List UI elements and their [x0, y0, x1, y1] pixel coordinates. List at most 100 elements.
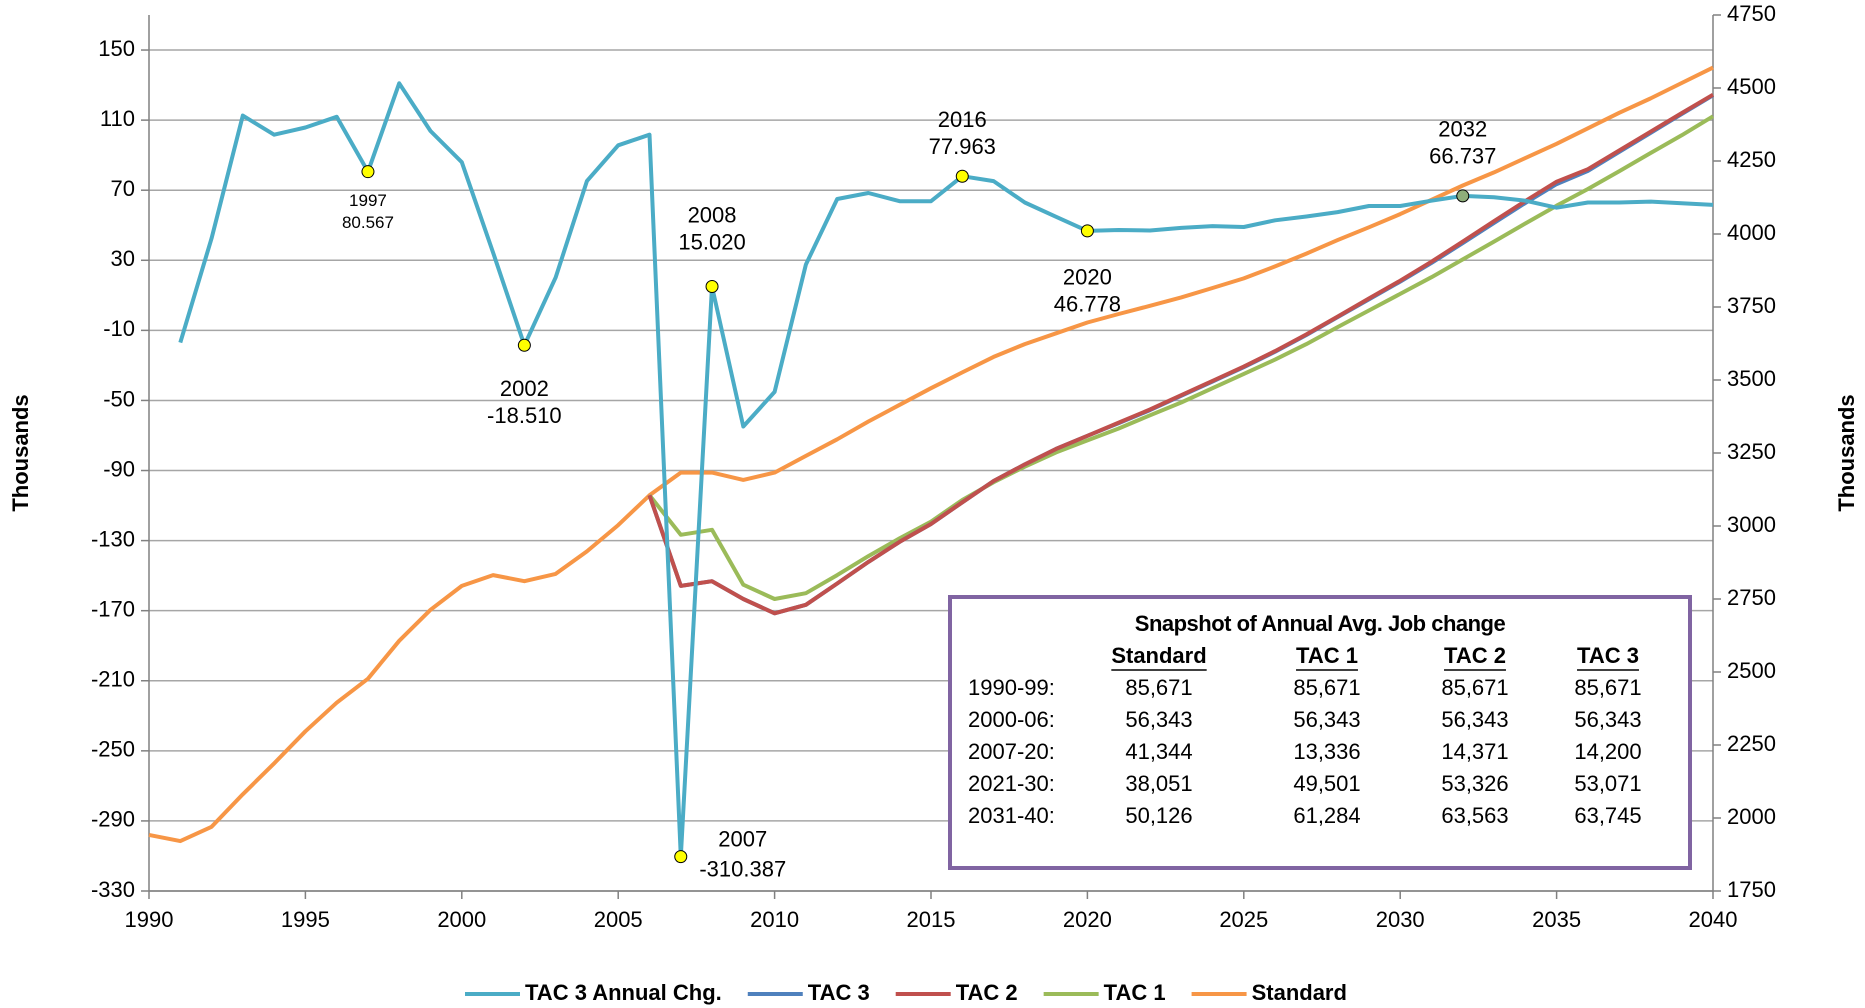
annotation-year: 1997 [349, 191, 387, 210]
table-cell: 49,501 [1293, 771, 1360, 796]
x-tick-label: 2005 [594, 907, 643, 932]
annotation-value: 15.020 [678, 229, 745, 254]
y-tick-label: -210 [91, 667, 135, 692]
y-tick-label: -130 [91, 526, 135, 551]
y-tick-label: -250 [91, 737, 135, 762]
x-tick-label: 2030 [1376, 907, 1425, 932]
annotation-year: 2007 [718, 826, 767, 851]
x-tick-label: 2010 [750, 907, 799, 932]
y2-tick-label: 4000 [1727, 220, 1776, 245]
table-header: TAC 1 [1296, 643, 1358, 668]
y-tick-label: -330 [91, 877, 135, 902]
y2-tick-label: 2000 [1727, 804, 1776, 829]
x-tick-label: 2020 [1063, 907, 1112, 932]
table-cell: 56,343 [1293, 707, 1360, 732]
y-tick-label: -10 [103, 316, 135, 341]
table-cell: 56,343 [1574, 707, 1641, 732]
table-cell: 61,284 [1293, 803, 1360, 828]
table-cell: 14,200 [1574, 739, 1641, 764]
annotation-marker [955, 169, 969, 183]
table-cell: 53,071 [1574, 771, 1641, 796]
annotation-year: 2016 [938, 107, 987, 132]
y-tick-label: -50 [103, 386, 135, 411]
table-header: TAC 3 [1577, 643, 1639, 668]
annotation-marker [674, 850, 688, 864]
annotation-marker [1080, 224, 1094, 238]
annotation-value: -310.387 [699, 856, 786, 881]
annotation-value: 77.963 [929, 134, 996, 159]
table-cell: 50,126 [1125, 803, 1192, 828]
series-line [647, 93, 1715, 616]
y2-tick-label: 2500 [1727, 658, 1776, 683]
x-tick-label: 2035 [1532, 907, 1581, 932]
table-cell: 56,343 [1125, 707, 1192, 732]
annotation-year: 2020 [1063, 265, 1112, 290]
series-line [647, 92, 1715, 616]
legend-label: TAC 3 [808, 980, 870, 1005]
row-label: 2000-06: [968, 707, 1055, 732]
row-label: 2007-20: [968, 739, 1055, 764]
legend-label: TAC 1 [1104, 980, 1166, 1005]
y2-tick-label: 4250 [1727, 147, 1776, 172]
x-tick-label: 2040 [1689, 907, 1738, 932]
x-tick-label: 1990 [125, 907, 174, 932]
table-cell: 14,371 [1441, 739, 1508, 764]
y-tick-label: 110 [100, 106, 135, 131]
y-tick-label: -170 [91, 596, 135, 621]
y2-tick-label: 2250 [1727, 731, 1776, 756]
table-header: Standard [1111, 643, 1206, 668]
annotation-year: 2008 [688, 202, 737, 227]
series-line [148, 65, 1714, 844]
y2-tick-label: 1750 [1727, 877, 1776, 902]
y-tick-label: 150 [98, 36, 135, 61]
table-cell: 41,344 [1125, 739, 1192, 764]
annotation-value: -18.510 [487, 403, 562, 428]
y2-tick-label: 2750 [1727, 585, 1776, 610]
y-tick-label: 70 [111, 176, 135, 201]
table-cell: 63,745 [1574, 803, 1641, 828]
table-cell: 56,343 [1441, 707, 1508, 732]
annotation-value: 66.737 [1429, 144, 1496, 169]
table-cell: 63,563 [1441, 803, 1508, 828]
y2-tick-label: 3500 [1727, 366, 1776, 391]
table-cell: 85,671 [1441, 675, 1508, 700]
x-tick-label: 2025 [1219, 907, 1268, 932]
y2-tick-label: 3750 [1727, 293, 1776, 318]
table-header: TAC 2 [1444, 643, 1506, 668]
row-label: 1990-99: [968, 675, 1055, 700]
series-line [647, 114, 1715, 601]
table-box [948, 595, 1692, 870]
y2-tick-label: 4750 [1727, 1, 1776, 26]
y-tick-label: -290 [91, 807, 135, 832]
y-axis-label: Thousands [8, 394, 33, 511]
y2-tick-label: 3250 [1727, 439, 1776, 464]
y-tick-label: -90 [103, 456, 135, 481]
y2-tick-label: 3000 [1727, 512, 1776, 537]
annotation-value: 80.567 [342, 213, 394, 232]
table-cell: 38,051 [1125, 771, 1192, 796]
table-cell: 85,671 [1125, 675, 1192, 700]
row-label: 2021-30: [968, 771, 1055, 796]
annotation-year: 2002 [500, 376, 549, 401]
annotation-marker [361, 165, 375, 179]
x-tick-label: 2000 [437, 907, 486, 932]
table-cell: 85,671 [1574, 675, 1641, 700]
y-tick-label: 30 [111, 246, 135, 271]
legend-label: TAC 3 Annual Chg. [525, 980, 722, 1005]
x-tick-label: 1995 [281, 907, 330, 932]
y2-axis-label: Thousands [1834, 394, 1859, 511]
annotation-year: 2032 [1438, 117, 1487, 142]
table-title: Snapshot of Annual Avg. Job change [1135, 611, 1506, 636]
x-tick-label: 2015 [907, 907, 956, 932]
row-label: 2031-40: [968, 803, 1055, 828]
table-cell: 53,326 [1441, 771, 1508, 796]
legend-label: Standard [1252, 980, 1347, 1005]
legend-label: TAC 2 [956, 980, 1018, 1005]
annotation-marker [705, 280, 719, 294]
table-cell: 85,671 [1293, 675, 1360, 700]
y2-tick-label: 4500 [1727, 74, 1776, 99]
annotation-value: 46.778 [1054, 292, 1121, 317]
table-cell: 13,336 [1293, 739, 1360, 764]
